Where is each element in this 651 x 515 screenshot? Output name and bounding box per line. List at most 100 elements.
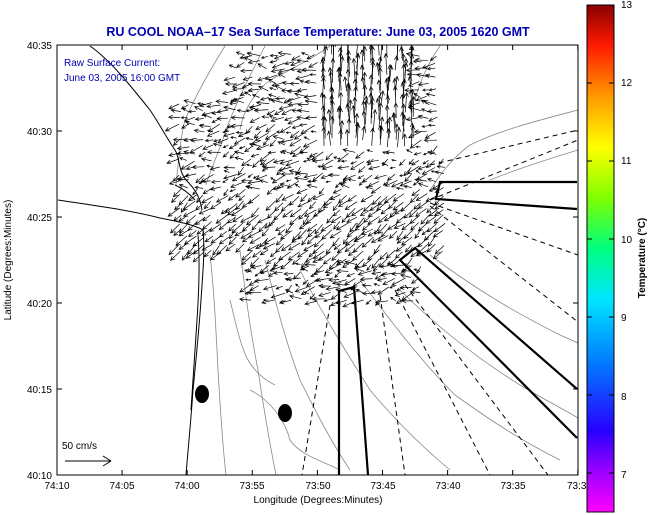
current-vector [232, 215, 243, 223]
bathymetry-contour [239, 249, 277, 475]
current-vector [234, 229, 246, 237]
current-vector [370, 186, 381, 194]
current-vector [288, 294, 302, 300]
y-tick-label: 40:30 [27, 127, 52, 138]
current-vector [277, 141, 286, 146]
current-vector [377, 214, 388, 224]
current-vector [413, 202, 421, 210]
current-vector [380, 45, 383, 64]
current-vector [241, 158, 252, 167]
current-vector [428, 88, 436, 92]
current-vector [255, 124, 267, 131]
current-vector [296, 171, 308, 176]
current-vector [393, 222, 406, 229]
current-vector [303, 136, 310, 140]
current-vector [425, 195, 438, 202]
current-vector [365, 299, 372, 305]
current-vector [209, 223, 222, 232]
mooring-marker [278, 404, 292, 422]
current-vector [249, 285, 259, 291]
current-vector [338, 129, 343, 146]
current-vector [236, 62, 245, 68]
current-vector [371, 236, 382, 243]
current-vector [372, 263, 380, 272]
current-vector [312, 256, 325, 263]
current-vector [362, 45, 368, 62]
current-vector [266, 109, 275, 116]
bathymetry-contour [414, 45, 441, 101]
current-vector [182, 108, 190, 113]
current-vector [379, 125, 384, 146]
current-vector [345, 68, 351, 83]
current-vector [279, 125, 291, 133]
current-vector [410, 125, 416, 138]
bathymetry-contours [175, 45, 578, 475]
current-vector [359, 276, 373, 282]
current-vector [222, 132, 235, 138]
current-vector [354, 258, 365, 269]
current-vector [433, 214, 444, 224]
current-vector [222, 151, 230, 158]
current-vector [333, 221, 341, 230]
current-vector [229, 188, 236, 193]
current-vector [252, 250, 262, 258]
current-vector [253, 130, 262, 139]
current-vector [308, 250, 316, 258]
current-vector [342, 235, 350, 245]
current-vector [336, 243, 350, 254]
current-vector [362, 84, 368, 104]
current-vector [284, 277, 293, 282]
current-vector [291, 125, 300, 129]
current-vector [328, 258, 340, 270]
current-vector [296, 58, 309, 63]
current-vector [269, 60, 278, 64]
current-vector [377, 94, 382, 120]
current-vector [264, 221, 276, 229]
current-vector [421, 167, 436, 175]
current-vector [350, 161, 365, 170]
current-vector [280, 259, 293, 270]
current-vector [289, 66, 300, 72]
current-vector [201, 196, 214, 204]
current-vector [321, 126, 327, 146]
current-vector [274, 109, 284, 116]
y-tick-label: 40:25 [27, 213, 52, 224]
current-vector [233, 137, 246, 145]
current-vector [281, 109, 292, 115]
current-vector [303, 174, 318, 179]
current-vector [234, 156, 244, 161]
current-vector [408, 99, 414, 125]
current-vector [318, 251, 331, 261]
current-vector [245, 278, 252, 282]
current-vector [330, 57, 336, 83]
current-vector [371, 270, 382, 276]
current-vector [346, 55, 352, 77]
x-tick-label: 73:45 [370, 481, 395, 492]
current-vector [198, 151, 206, 157]
current-vector [300, 52, 309, 56]
current-vector [183, 235, 197, 245]
current-vector [320, 58, 325, 75]
current-vector [206, 130, 220, 137]
current-vector [347, 178, 356, 182]
current-vector [307, 179, 316, 184]
current-vector [291, 152, 302, 158]
current-vector [342, 148, 356, 153]
current-vector [330, 292, 341, 300]
current-vector [428, 188, 437, 193]
current-vector [368, 165, 380, 171]
current-vector [249, 117, 260, 123]
current-vector [407, 75, 413, 92]
current-vector [417, 223, 428, 232]
current-vector [336, 107, 342, 132]
current-vector [195, 174, 205, 184]
current-vector [353, 267, 365, 272]
current-vector [248, 194, 260, 205]
current-vector [188, 110, 196, 114]
current-vector [306, 223, 318, 232]
current-vector [376, 201, 388, 211]
current-vector [326, 130, 332, 146]
current-vector [336, 268, 349, 274]
current-vector [352, 250, 364, 261]
current-vector [215, 195, 229, 203]
